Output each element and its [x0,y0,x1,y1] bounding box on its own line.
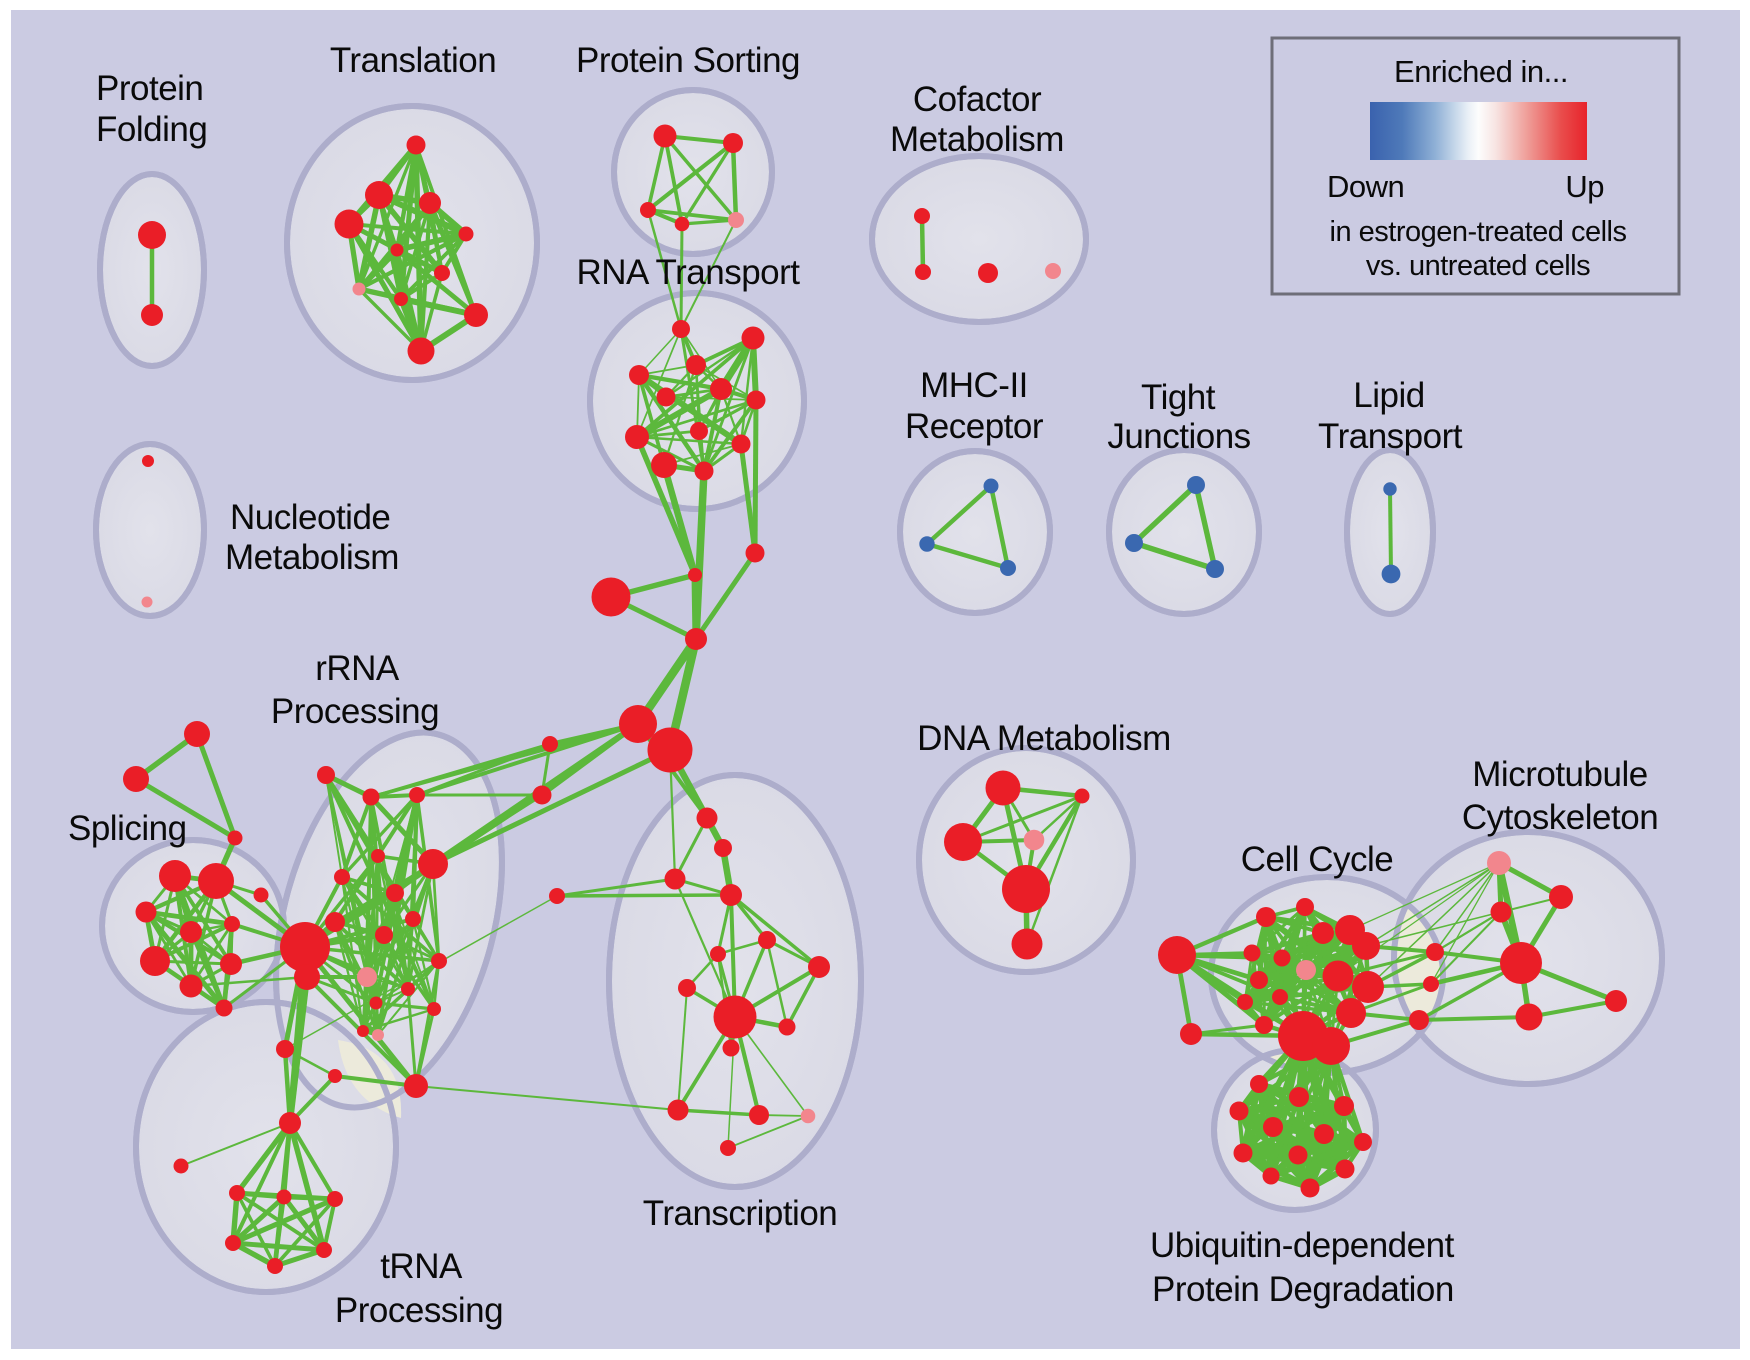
svg-text:Enriched in...: Enriched in... [1394,54,1568,89]
svg-text:vs. untreated cells: vs. untreated cells [1366,250,1590,282]
svg-text:Microtubule: Microtubule [1472,755,1647,794]
svg-text:Transport: Transport [1318,417,1463,456]
svg-text:Lipid: Lipid [1353,376,1424,415]
svg-text:Processing: Processing [335,1291,503,1330]
svg-text:RNA Transport: RNA Transport [576,253,800,292]
svg-text:Tight: Tight [1141,378,1216,417]
svg-text:in estrogen-treated cells: in estrogen-treated cells [1330,216,1627,248]
svg-text:Translation: Translation [330,41,496,80]
svg-text:Cell Cycle: Cell Cycle [1241,840,1394,879]
svg-text:tRNA: tRNA [380,1247,463,1286]
svg-text:Receptor: Receptor [905,407,1044,446]
svg-text:MHC-II: MHC-II [920,366,1028,405]
svg-text:Folding: Folding [96,110,207,149]
svg-text:Down: Down [1327,169,1404,204]
svg-text:Cytoskeleton: Cytoskeleton [1462,798,1658,837]
svg-text:rRNA: rRNA [315,649,400,688]
svg-text:Up: Up [1565,169,1604,204]
svg-text:Cofactor: Cofactor [913,80,1042,119]
svg-text:Splicing: Splicing [68,809,187,848]
svg-text:Nucleotide: Nucleotide [230,498,390,537]
svg-text:Transcription: Transcription [643,1194,838,1233]
svg-text:Junctions: Junctions [1107,417,1250,456]
svg-text:DNA Metabolism: DNA Metabolism [917,719,1171,758]
svg-text:Protein Degradation: Protein Degradation [1152,1270,1454,1309]
svg-text:Ubiquitin-dependent: Ubiquitin-dependent [1150,1226,1455,1265]
svg-text:Protein: Protein [96,69,203,108]
svg-text:Protein Sorting: Protein Sorting [576,41,800,80]
svg-text:Metabolism: Metabolism [890,120,1064,159]
svg-text:Processing: Processing [271,692,439,731]
svg-text:Metabolism: Metabolism [225,538,399,577]
